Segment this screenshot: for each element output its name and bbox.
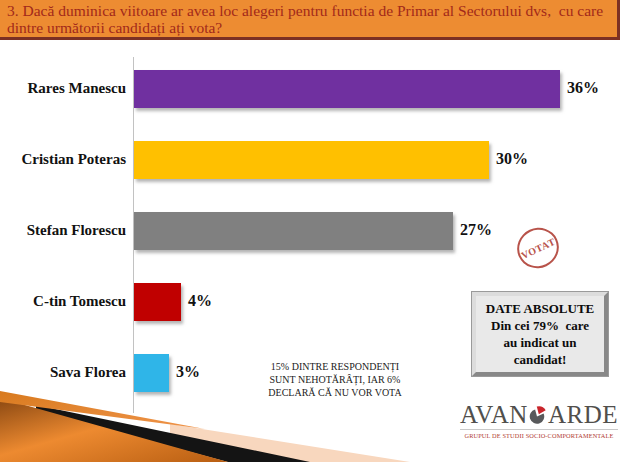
votat-stamp-label: VOTAT <box>519 235 557 260</box>
question-title: 3. Dacă duminica viitoare ar avea loc al… <box>7 2 611 36</box>
bar-value-label: 4% <box>188 292 212 310</box>
title-banner: 3. Dacă duminica viitoare ar avea loc al… <box>0 0 620 40</box>
logo-subtitle: GRUPUL DE STUDII SOCIO-COMPORTAMENTALE <box>460 429 618 439</box>
bar <box>134 212 453 250</box>
bar-category-label: Sava Florea <box>0 364 126 381</box>
slide: 3. Dacă duminica viitoare ar avea loc al… <box>0 0 620 462</box>
votat-stamp: VOTAT <box>511 221 566 275</box>
bar-category-label: Stefan Florescu <box>0 222 126 239</box>
bar-value-label: 3% <box>176 363 200 381</box>
avangarde-logo-text: AVAN ARDE <box>460 401 618 429</box>
logo-suffix: ARDE <box>548 401 618 429</box>
bar <box>134 70 560 108</box>
bar-value-label: 36% <box>567 79 599 97</box>
date-absolute-box: DATE ABSOLUTE Din cei 79% care au indica… <box>472 292 608 376</box>
bar <box>134 283 181 321</box>
bar-value-label: 30% <box>496 150 528 168</box>
bar-value-label: 27% <box>460 221 492 239</box>
bar <box>134 141 489 179</box>
logo-prefix: AVAN <box>460 401 528 429</box>
bar-category-label: Rares Manescu <box>0 80 126 97</box>
bar-category-label: Cristian Poteras <box>0 151 126 168</box>
avangarde-logo: AVAN ARDE GRUPUL DE STUDII SOCIO-COMPORT… <box>460 401 618 439</box>
bar-category-label: C-tin Tomescu <box>0 293 126 310</box>
pie-chart-icon <box>529 402 547 428</box>
